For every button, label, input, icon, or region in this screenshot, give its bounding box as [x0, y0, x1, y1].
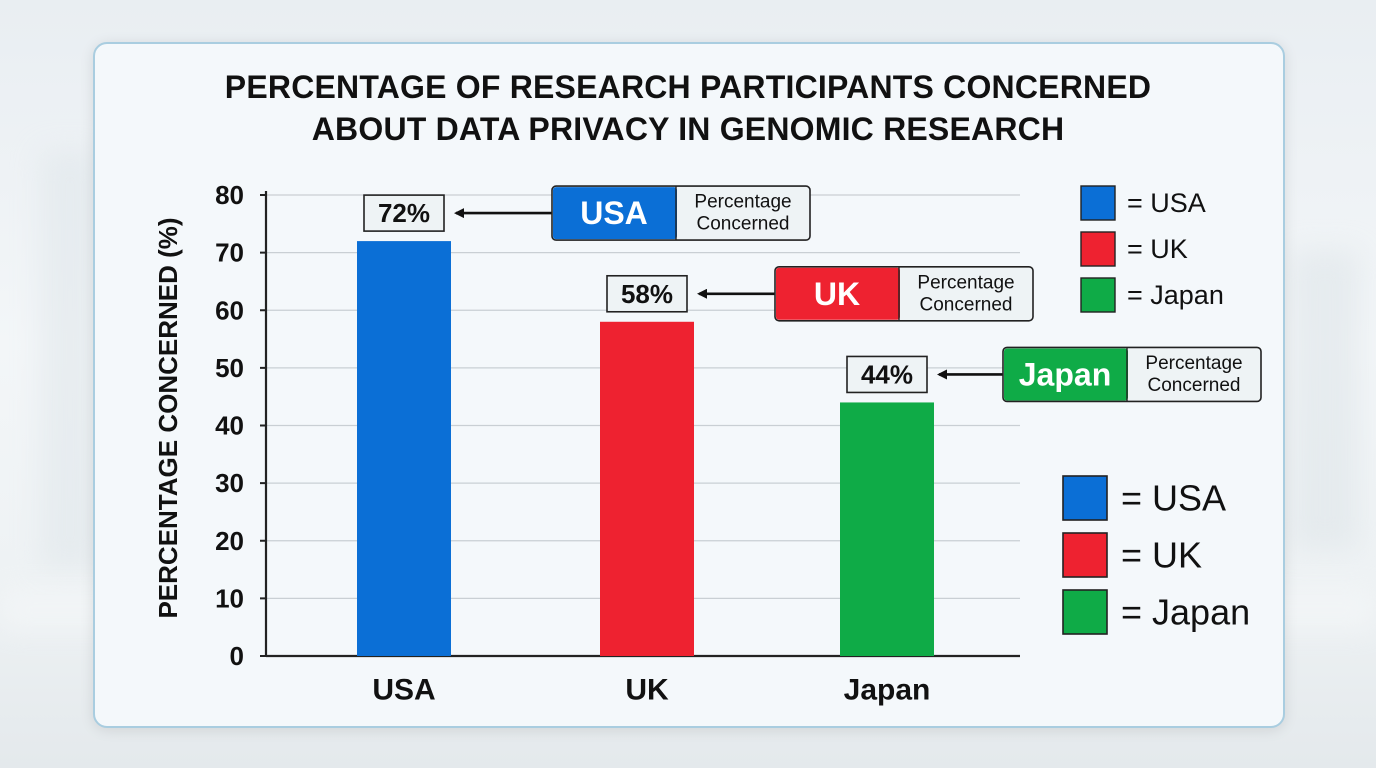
- legend-top-swatch-1: [1080, 231, 1116, 267]
- chart-title-line-2: ABOUT DATA PRIVACY IN GENOMIC RESEARCH: [311, 111, 1065, 147]
- data-label-box-usa: [363, 194, 445, 232]
- legend-top-label-2: = Japan: [1127, 280, 1224, 310]
- y-tick-label-80: 80: [215, 180, 244, 210]
- data-label-japan: 44%: [861, 359, 913, 389]
- x-tick-label-uk: UK: [625, 674, 669, 707]
- callout-color-usa: [553, 187, 677, 240]
- data-label-uk: 58%: [621, 279, 673, 309]
- callout-text-line1-usa: Percentage: [694, 192, 791, 213]
- legend-top-swatch-0: [1080, 185, 1116, 221]
- callout-color-uk: [776, 267, 900, 320]
- bar-usa: [357, 241, 451, 656]
- chart-title-line-1: PERCENTAGE OF RESEARCH PARTICIPANTS CONC…: [224, 69, 1152, 105]
- callout-country-uk: UK: [814, 276, 860, 312]
- chart-title: PERCENTAGE OF RESEARCH PARTICIPANTS CONC…: [0, 66, 1376, 150]
- y-tick-label-30: 30: [215, 468, 244, 498]
- bar-uk: [600, 321, 694, 656]
- data-label-box-uk: [606, 274, 688, 313]
- y-tick-label-10: 10: [215, 583, 244, 613]
- callout-text-line1-uk: Percentage: [917, 272, 1014, 293]
- callout-text-line2-usa: Concerned: [697, 214, 790, 235]
- y-tick-label-70: 70: [215, 238, 244, 268]
- bar-japan: [840, 402, 934, 656]
- legend-bottom-swatch-0: [1062, 475, 1108, 521]
- callout-color-japan: [1004, 348, 1128, 401]
- callout-text-line1-japan: Percentage: [1145, 353, 1242, 374]
- legend-bottom-swatch-2: [1062, 589, 1108, 635]
- legend-bottom-swatch-1: [1062, 532, 1108, 578]
- legend-bottom-label-1: = UK: [1121, 535, 1202, 576]
- y-tick-label-50: 50: [215, 353, 244, 383]
- callout-text-line2-uk: Concerned: [920, 294, 1013, 315]
- x-tick-label-usa: USA: [372, 674, 435, 707]
- legend-top-label-0: = USA: [1127, 188, 1206, 218]
- y-tick-label-40: 40: [215, 411, 244, 441]
- legend-top-label-1: = UK: [1127, 234, 1188, 264]
- callout-country-japan: Japan: [1019, 356, 1111, 392]
- legend-bottom-label-0: = USA: [1121, 478, 1226, 519]
- callout-country-usa: USA: [580, 195, 648, 231]
- x-tick-label-japan: Japan: [844, 674, 931, 707]
- y-tick-label-60: 60: [215, 295, 244, 325]
- y-tick-label-20: 20: [215, 526, 244, 556]
- y-axis-label: PERCENTAGE CONCERNED (%): [153, 217, 183, 618]
- legend-top-swatch-2: [1080, 277, 1116, 313]
- y-tick-label-0: 0: [230, 641, 244, 671]
- data-label-box-japan: [846, 355, 928, 394]
- callout-text-line2-japan: Concerned: [1148, 375, 1241, 396]
- legend-bottom-label-2: = Japan: [1121, 592, 1250, 633]
- data-label-usa: 72%: [378, 198, 430, 228]
